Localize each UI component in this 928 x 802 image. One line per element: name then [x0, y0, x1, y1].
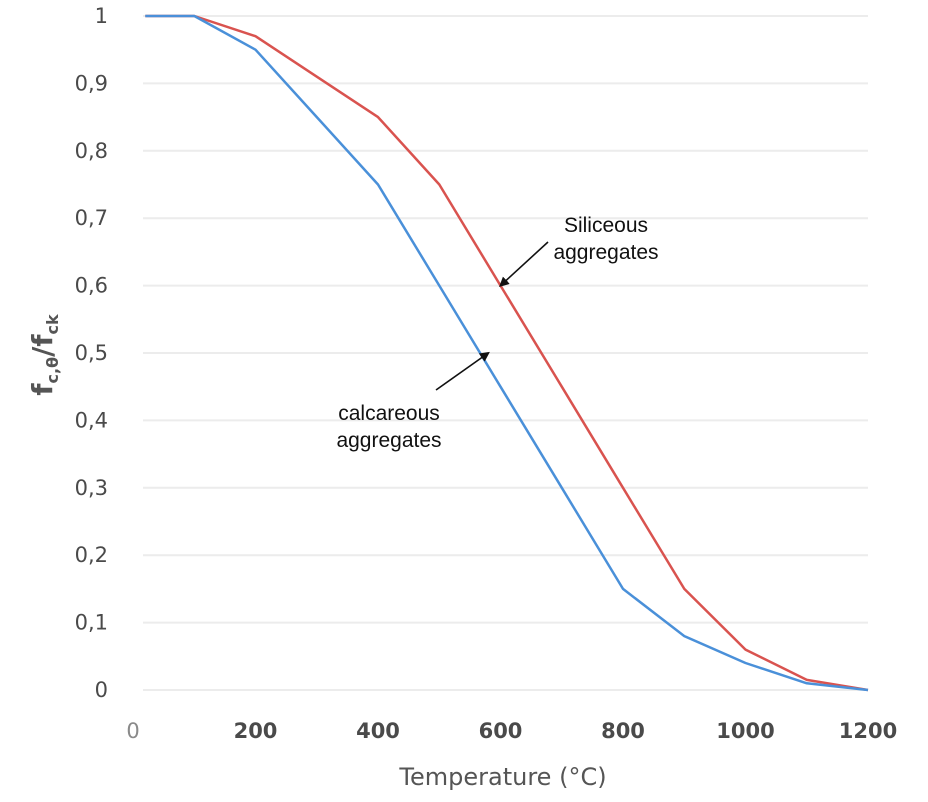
- y-axis-title-slash: /: [26, 346, 59, 357]
- y-tick-label: 0: [95, 678, 108, 702]
- annotation-siliceous: Siliceous aggregates: [499, 214, 659, 287]
- y-tick-label: 1: [95, 4, 108, 28]
- x-axis-title: Temperature (°C): [398, 763, 606, 791]
- y-tick-label: 0,4: [75, 408, 108, 432]
- y-axis-ticks: 0 0,1 0,2 0,3 0,4 0,5 0,6 0,7 0,8 0,9 1: [75, 4, 108, 702]
- annotation-text: Siliceous: [564, 214, 648, 237]
- x-tick-label: 600: [479, 719, 523, 743]
- x-tick-label: 800: [601, 719, 645, 743]
- y-axis-title-sub1: c,θ: [43, 357, 62, 384]
- gridlines: [143, 15, 868, 691]
- y-tick-label: 0,7: [75, 206, 108, 230]
- annotation-text: calcareous: [338, 402, 440, 425]
- x-tick-label: 0: [126, 719, 139, 743]
- x-tick-label: 1000: [716, 719, 774, 743]
- y-axis-title-f: f: [26, 383, 59, 396]
- y-tick-label: 0,1: [75, 611, 108, 635]
- y-tick-label: 0,8: [75, 139, 108, 163]
- y-tick-label: 0,5: [75, 341, 108, 365]
- x-tick-label: 200: [234, 719, 278, 743]
- annotation-text: aggregates: [336, 429, 441, 452]
- y-tick-label: 0,2: [75, 543, 108, 567]
- x-tick-label: 400: [356, 719, 400, 743]
- annotation-calcareous: calcareous aggregates: [336, 351, 490, 452]
- y-tick-label: 0,9: [75, 71, 108, 95]
- y-axis-title-sub2: ck: [43, 314, 62, 334]
- annotation-arrow: [499, 241, 549, 287]
- series-line-calcareous: [145, 14, 869, 692]
- annotation-arrow: [435, 351, 490, 391]
- y-tick-label: 0,3: [75, 476, 108, 500]
- x-axis-ticks: 0 200 400 600 800 1000 1200: [126, 719, 897, 743]
- y-axis-title-f2: f: [26, 334, 59, 347]
- y-tick-label: 0,6: [75, 274, 108, 298]
- y-axis-title: fc,θ/fck: [26, 314, 62, 396]
- annotation-text: aggregates: [553, 241, 658, 264]
- x-tick-label: 1200: [839, 719, 897, 743]
- annotations: Siliceous aggregates calcareous aggregates: [336, 214, 658, 452]
